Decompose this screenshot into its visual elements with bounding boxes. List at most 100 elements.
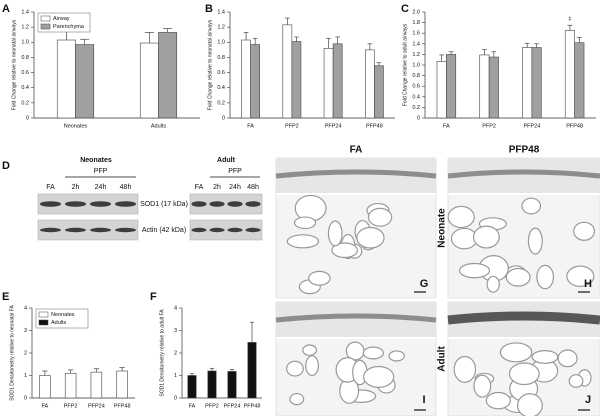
alveolus: [536, 264, 555, 290]
alveolus: [327, 220, 343, 247]
bar: [56, 39, 76, 119]
bar: [488, 56, 499, 119]
bar: [479, 54, 490, 119]
alveolus: [508, 362, 540, 386]
y-tick-label: 0.8: [217, 55, 225, 61]
y-tick-label: 0.4: [21, 85, 29, 91]
y-tick-label: 0: [24, 395, 27, 401]
x-tick-label: FA: [189, 403, 196, 409]
bar: [574, 42, 585, 119]
lane-label: 48h: [247, 184, 259, 191]
blot-group-title: Neonates: [80, 157, 112, 164]
column-label: PFP48: [509, 145, 540, 156]
blot-band: [40, 201, 61, 207]
lane-label: 2h: [213, 184, 221, 191]
error-bar: [243, 32, 249, 41]
legend-swatch: [38, 319, 49, 326]
bar: [374, 65, 384, 119]
bar: [90, 371, 103, 399]
y-tick-label: 2: [174, 350, 177, 356]
bar: [64, 372, 77, 399]
bar: [247, 342, 257, 399]
error-bar: [61, 30, 71, 41]
bar: [564, 30, 575, 119]
panel-label: H: [584, 278, 592, 290]
legend-label: Adults: [51, 320, 67, 326]
error-bar: [482, 49, 487, 55]
alveolus: [447, 205, 475, 229]
error-bar: [229, 369, 235, 372]
panel-label: F: [150, 291, 157, 303]
y-tick-label: 3: [24, 328, 27, 334]
lane-label: 24h: [95, 184, 107, 191]
blot-strip: [37, 219, 139, 241]
alveolus: [485, 391, 511, 410]
blot-strip: [189, 219, 263, 241]
alveolus: [473, 374, 492, 398]
y-axis-title: SOD1 Densitometry relative to neonatal F…: [9, 305, 15, 401]
epithelium: [447, 311, 600, 325]
error-bar: [163, 28, 173, 33]
blot-band: [209, 201, 225, 207]
legend-label: Airway: [53, 16, 70, 22]
epithelium: [275, 313, 437, 323]
bar: [158, 32, 178, 119]
blot-band: [115, 201, 136, 207]
y-tick-label: 1.0: [412, 62, 420, 68]
blot-band: [245, 227, 261, 233]
panel-label: E: [2, 291, 9, 303]
blot-band: [227, 227, 243, 233]
blot-band: [191, 227, 207, 233]
x-tick-label: PFP24: [88, 403, 105, 409]
bar: [250, 44, 260, 119]
blot-strip: [37, 193, 139, 215]
error-bar: [326, 38, 331, 49]
bar: [187, 375, 197, 399]
lane-label: 48h: [120, 184, 132, 191]
y-tick-label: 1.4: [21, 9, 29, 15]
bar: [282, 24, 293, 119]
y-tick-label: 4: [174, 305, 177, 311]
treatment-label: PFP: [94, 168, 108, 175]
x-tick-label: PFP2: [482, 123, 496, 129]
alveolus: [486, 275, 500, 293]
y-tick-label: 1.4: [217, 9, 225, 15]
error-bar: [448, 51, 454, 55]
x-tick-label: PFP2: [285, 123, 299, 129]
x-tick-label: Adults: [151, 123, 167, 129]
error-bar: [252, 38, 258, 45]
error-bar: [376, 62, 382, 66]
blot-strip: [189, 193, 263, 215]
y-tick-label: 4: [24, 305, 27, 311]
y-tick-label: 0.8: [412, 73, 420, 79]
panel-label: C: [401, 3, 409, 15]
y-tick-label: 1.2: [217, 25, 225, 31]
bar: [139, 42, 159, 119]
y-tick-label: 1.0: [217, 40, 225, 46]
x-tick-label: PFP48: [114, 403, 131, 409]
bar: [522, 47, 533, 119]
y-axis-title: Fold Change relative to neonatal airways: [11, 19, 17, 110]
y-tick-label: 0.4: [217, 85, 225, 91]
alveolus: [557, 349, 578, 368]
blot-group-title: Adult: [217, 157, 236, 164]
y-tick-label: 1.4: [412, 41, 420, 47]
y-tick-label: 1: [174, 373, 177, 379]
blot-band: [65, 227, 86, 233]
y-tick-label: 1.0: [21, 40, 29, 46]
alveolus: [531, 349, 559, 364]
legend-box: [35, 308, 89, 329]
bar: [207, 370, 217, 399]
blot-band: [90, 227, 111, 233]
x-tick-label: PFP24: [224, 403, 241, 409]
y-tick-label: 0.4: [412, 94, 420, 100]
row-label: Adult: [437, 346, 448, 372]
bar: [531, 47, 542, 119]
x-tick-label: PFP2: [205, 403, 219, 409]
error-bar: [285, 17, 290, 25]
error-bar: [439, 54, 445, 62]
y-tick-label: 1.2: [412, 52, 420, 58]
y-tick-label: 0.2: [21, 100, 29, 106]
bar: [227, 371, 237, 399]
error-bar: [534, 43, 539, 48]
